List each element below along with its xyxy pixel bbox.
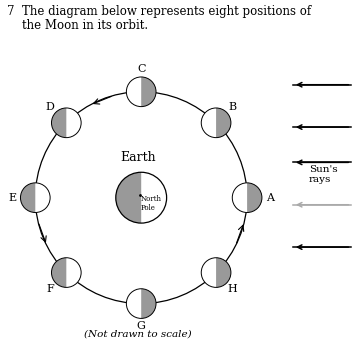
Circle shape: [126, 77, 156, 107]
Circle shape: [201, 108, 231, 138]
Text: E: E: [8, 193, 17, 203]
Text: D: D: [46, 102, 55, 112]
Wedge shape: [20, 183, 35, 213]
Wedge shape: [52, 258, 66, 287]
Wedge shape: [216, 258, 231, 287]
Wedge shape: [141, 77, 156, 107]
Text: (Not drawn to scale): (Not drawn to scale): [84, 330, 191, 339]
Text: B: B: [228, 102, 236, 112]
Wedge shape: [247, 183, 262, 213]
Circle shape: [232, 183, 262, 213]
Text: G: G: [137, 321, 146, 331]
Circle shape: [201, 258, 231, 287]
Wedge shape: [52, 108, 66, 138]
Text: 7  The diagram below represents eight positions of: 7 The diagram below represents eight pos…: [7, 5, 311, 18]
Circle shape: [126, 289, 156, 318]
Text: C: C: [137, 64, 145, 74]
Wedge shape: [141, 289, 156, 318]
Circle shape: [52, 108, 81, 138]
Circle shape: [52, 258, 81, 287]
Text: A: A: [266, 193, 274, 203]
Text: H: H: [227, 283, 237, 294]
Circle shape: [116, 172, 167, 223]
Text: Sun's
rays: Sun's rays: [309, 165, 337, 184]
Text: North
Pole: North Pole: [141, 195, 162, 213]
Text: Earth: Earth: [120, 151, 155, 164]
Wedge shape: [116, 172, 141, 223]
Circle shape: [20, 183, 50, 213]
Wedge shape: [216, 108, 231, 138]
Text: F: F: [47, 283, 54, 294]
Text: the Moon in its orbit.: the Moon in its orbit.: [7, 19, 148, 32]
